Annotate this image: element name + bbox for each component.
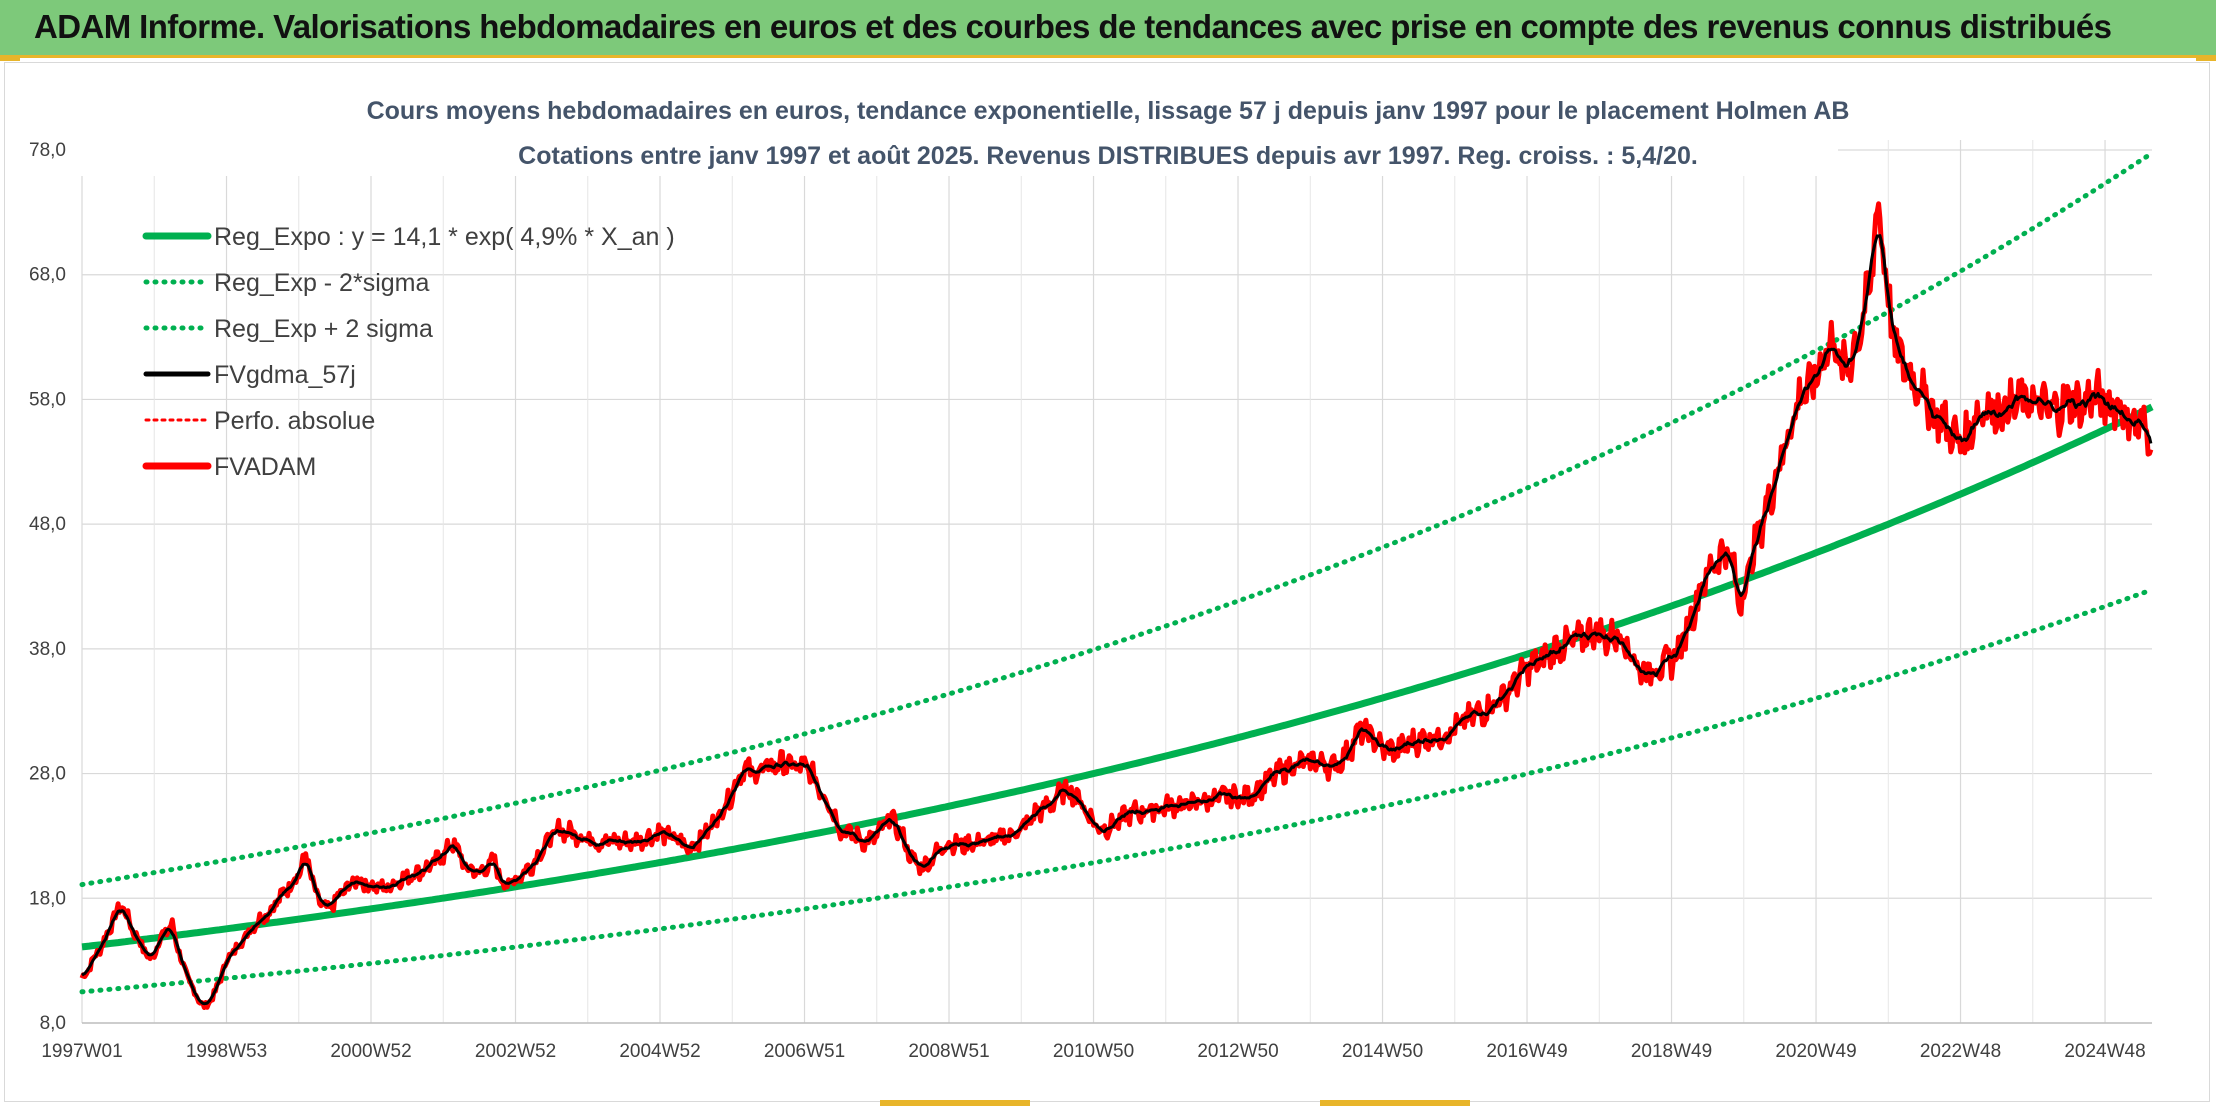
legend-label: Perfo. absolue [214, 407, 375, 435]
x-tick-label: 2012W50 [1197, 1041, 1278, 1062]
legend-label: Reg_Expo : y = 14,1 * exp( 4,9% * X_an ) [214, 223, 675, 251]
y-tick-label: 68,0 [29, 265, 66, 286]
report-title: ADAM Informe. Valorisations hebdomadaire… [34, 8, 2112, 45]
y-tick-label: 38,0 [29, 639, 66, 660]
y-tick-label: 78,0 [29, 140, 66, 161]
lower-sigma-line [79, 587, 2155, 995]
regression-line [81, 403, 2154, 951]
fvgdma-line [81, 234, 2153, 1006]
accent-strip-bottom-2 [1320, 1100, 1470, 1106]
x-tick-label: 1997W01 [41, 1041, 122, 1062]
legend-label: FVgdma_57j [214, 361, 356, 389]
y-tick-label: 48,0 [29, 514, 66, 535]
x-tick-label: 2006W51 [764, 1041, 845, 1062]
y-tick-label: 28,0 [29, 764, 66, 785]
y-tick-label: 58,0 [29, 389, 66, 410]
x-tick-label: 2000W52 [330, 1041, 411, 1062]
accent-strip-left [0, 55, 20, 61]
chart-legend: Reg_Expo : y = 14,1 * exp( 4,9% * X_an )… [142, 223, 675, 481]
trend-lines [79, 150, 2155, 995]
y-tick-label: 18,0 [29, 888, 66, 909]
x-tick-label: 2010W50 [1053, 1041, 1134, 1062]
x-axis-ticks: 1997W01 1998W53 2000W52 2002W52 2004W52 2006W… [41, 1041, 2145, 1062]
price-lines [79, 201, 2154, 1010]
x-tick-label: 2014W50 [1342, 1041, 1423, 1062]
x-tick-label: 2022W48 [1920, 1041, 2001, 1062]
x-tick-label: 2008W51 [908, 1041, 989, 1062]
x-tick-label: 2024W48 [2064, 1041, 2145, 1062]
legend-label: FVADAM [214, 453, 316, 481]
upper-sigma-line [79, 150, 2155, 888]
x-tick-label: 1998W53 [186, 1041, 267, 1062]
accent-strip-bottom [880, 1100, 1030, 1106]
accent-strip-right [2196, 55, 2216, 61]
x-tick-label: 2020W49 [1775, 1041, 1856, 1062]
legend-label: Reg_Exp + 2 sigma [214, 315, 433, 343]
x-tick-label: 2016W49 [1486, 1041, 1567, 1062]
x-tick-label: 2018W49 [1631, 1041, 1712, 1062]
title-backdrop [78, 86, 1838, 176]
chart-title: Cours moyens hebdomadaires en euros, ten… [367, 97, 1850, 125]
y-axis-ticks: 78,0 68,0 58,0 48,0 38,0 28,0 18,0 8,0 [29, 140, 66, 1034]
chart-grid [81, 140, 2152, 1024]
x-tick-label: 2004W52 [619, 1041, 700, 1062]
chart-subtitle: Cotations entre janv 1997 et août 2025. … [518, 142, 1698, 170]
x-tick-label: 2002W52 [475, 1041, 556, 1062]
report-banner: ADAM Informe. Valorisations hebdomadaire… [0, 0, 2216, 58]
y-tick-label: 8,0 [40, 1013, 66, 1034]
legend-label: Reg_Exp - 2*sigma [214, 269, 429, 297]
chart-frame [4, 62, 2210, 1102]
